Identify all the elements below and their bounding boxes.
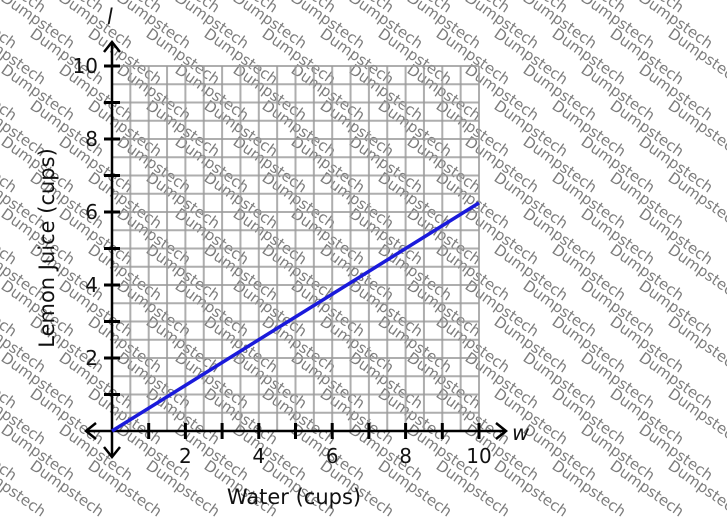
y-tick-label: 2: [85, 346, 98, 370]
y-axis-bottom-arrow: [103, 446, 121, 460]
y-axis-top-arrow: [103, 39, 121, 53]
y-axis-label: Lemon Juice (cups): [35, 148, 59, 348]
x-tick-label: 4: [252, 444, 265, 468]
x-tick-label: 2: [179, 444, 192, 468]
x-tick-label: 6: [326, 444, 339, 468]
series-line: [111, 201, 480, 433]
x-axis-variable: w: [512, 421, 530, 445]
axis-ticks: [104, 64, 481, 439]
x-axis-left-arrow: [83, 422, 97, 440]
tick-labels: 2 4 6 8 10 2 4 6 8 10: [73, 54, 492, 468]
y-tick-label: 6: [85, 200, 98, 224]
y-tick-label: 8: [85, 127, 98, 151]
y-axis-variable: l: [107, 5, 113, 29]
x-axis-label: Water (cups): [227, 485, 361, 509]
x-axis-right-arrow: [495, 422, 509, 440]
x-tick-label: 8: [399, 444, 412, 468]
x-tick-label: 10: [466, 444, 491, 468]
series-layer: [111, 201, 480, 433]
y-tick-label: 10: [73, 54, 98, 78]
grid: [112, 65, 480, 431]
y-tick-label: 4: [85, 273, 98, 297]
